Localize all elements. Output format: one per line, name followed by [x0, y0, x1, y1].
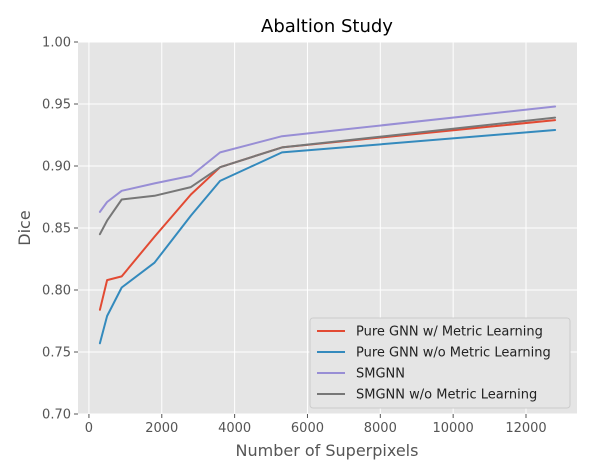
- y-tick-label: 0.80: [42, 284, 71, 299]
- y-axis-ticks: 0.70 0.75 0.80 0.85 0.90 0.95 1.00: [42, 36, 78, 423]
- grid-lines: [78, 41, 577, 415]
- y-tick-label: 1.00: [42, 36, 71, 51]
- y-tick-label: 0.90: [42, 160, 71, 175]
- x-tick-label: 6000: [291, 421, 324, 436]
- legend-label: Pure GNN w/o Metric Learning: [356, 346, 551, 361]
- legend-label: SMGNN w/o Metric Learning: [356, 388, 537, 403]
- y-tick-label: 0.70: [42, 408, 71, 423]
- legend-label: SMGNN: [356, 367, 405, 382]
- x-tick-label: 10000: [432, 421, 473, 436]
- series-line-2: [98, 105, 557, 213]
- x-tick-label: 12000: [505, 421, 546, 436]
- y-tick-label: 0.95: [42, 98, 71, 113]
- x-tick-label: 8000: [364, 421, 397, 436]
- y-tick-label: 0.85: [42, 222, 71, 237]
- legend: Pure GNN w/ Metric Learning Pure GNN w/o …: [309, 317, 571, 409]
- x-tick-label: 0: [85, 421, 93, 436]
- y-tick-label: 0.75: [42, 346, 71, 361]
- series-line-1: [98, 129, 557, 345]
- legend-label: Pure GNN w/ Metric Learning: [356, 325, 543, 340]
- x-tick-label: 4000: [218, 421, 251, 436]
- legend-box: [309, 317, 571, 409]
- x-axis-label: Number of Superpixels: [236, 441, 419, 460]
- x-tick-label: 2000: [145, 421, 178, 436]
- series-lines: [98, 105, 557, 345]
- series-line-3: [98, 116, 557, 236]
- x-axis-ticks: 0 2000 4000 6000 8000 10000 12000: [85, 414, 547, 436]
- chart-title: Abaltion Study: [261, 16, 393, 37]
- y-axis-label: Dice: [15, 210, 34, 245]
